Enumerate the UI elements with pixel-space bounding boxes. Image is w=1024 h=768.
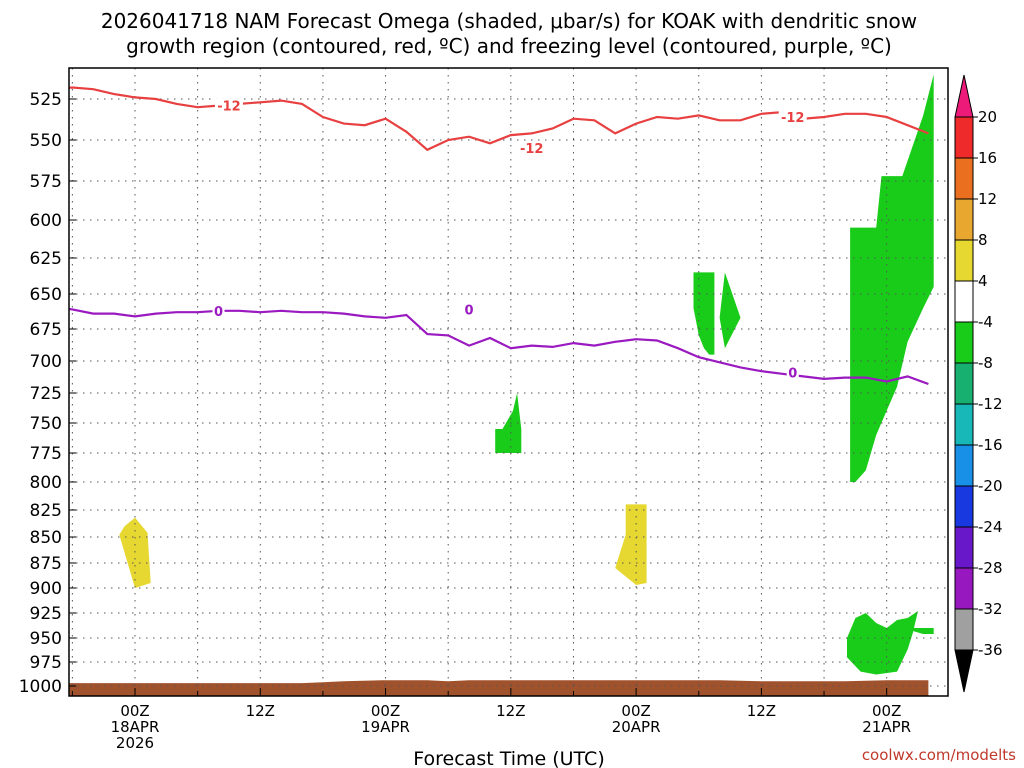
colorbar-segment-5 [954, 280, 974, 323]
x-tick-label-24-line2: 19APR [361, 718, 410, 736]
y-tick-label-600: 600 [30, 211, 62, 231]
colorbar-label-2: 16 [978, 149, 997, 167]
freezing-level-line [69, 307, 929, 386]
chart-title-line1: 2026041718 NAM Forecast Omega (shaded, μ… [101, 9, 917, 33]
colorbar-segment-4 [954, 239, 974, 282]
colorbar-label-14: -36 [978, 641, 1003, 659]
y-tick-label-750: 750 [30, 414, 62, 434]
colorbar: 20 16 12 8 4 -4 -8 -12 -16 -20 -24 -28 -32 -36 [954, 74, 1003, 693]
contour-label-bg-5 [463, 302, 476, 317]
y-tick-label-975: 975 [30, 653, 62, 673]
colorbar-segment-9 [954, 444, 974, 487]
y-tick-label-950: 950 [30, 629, 62, 649]
x-axis-title: Forecast Time (UTC) [413, 748, 604, 768]
colorbar-segment-7 [954, 362, 974, 405]
contour-label-1: -12 [217, 100, 241, 115]
y-tick-label-550: 550 [30, 131, 62, 151]
omega-shaded-region-8 [912, 628, 934, 634]
contour-labels: -12 -12 -12 0 0 0 [212, 98, 807, 382]
y-tick-label-625: 625 [30, 249, 62, 269]
omega-shaded-region-2 [615, 504, 647, 585]
x-tick-label-60-line1: 12Z [747, 702, 776, 720]
omega-shaded-region-7 [847, 611, 918, 675]
y-tick-label-650: 650 [30, 285, 62, 305]
colorbar-label-12: -28 [978, 559, 1003, 577]
omega-shaded-region-1 [119, 517, 151, 588]
site-credit: coolwx.com/modelts [862, 746, 1016, 764]
contour-label-bg-1 [214, 98, 243, 113]
contour-label-3: -12 [781, 111, 805, 126]
colorbar-segment-8 [954, 403, 974, 446]
x-tick-label-72-line1: 00Z [872, 702, 901, 720]
y-tick-label-1000: 1000 [19, 677, 62, 697]
colorbar-label-5: 4 [978, 272, 988, 290]
plot-area [69, 74, 934, 696]
colorbar-label-3: 12 [978, 190, 997, 208]
x-tick-label-36-line1: 12Z [496, 702, 525, 720]
contour-lines [69, 86, 929, 386]
colorbar-label-11: -24 [978, 518, 1003, 536]
colorbar-label-1: 20 [978, 108, 997, 126]
y-tick-label-825: 825 [30, 501, 62, 521]
plot-frame [68, 67, 949, 697]
colorbar-segment-13 [954, 608, 974, 651]
colorbar-label-4: 8 [978, 231, 988, 249]
contour-label-bg-2 [517, 141, 546, 156]
y-tick-label-775: 775 [30, 444, 62, 464]
colorbar-label-8: -12 [978, 395, 1003, 413]
colorbar-label-7: -8 [978, 354, 993, 372]
omega-shaded-region-6 [850, 74, 934, 483]
y-tick-label-575: 575 [30, 172, 62, 192]
colorbar-segment-1 [954, 116, 974, 159]
y-tick-label-900: 900 [30, 579, 62, 599]
colorbar-segment-11 [954, 526, 974, 569]
contour-label-5: 0 [465, 303, 474, 318]
omega-shaded-region-3 [495, 393, 522, 453]
contour-label-bg-3 [778, 110, 807, 125]
y-tick-label-700: 700 [30, 352, 62, 372]
colorbar-segment-3 [954, 198, 974, 241]
omega-shaded-region-5 [719, 272, 741, 349]
x-tick-label-72-line2: 21APR [862, 718, 911, 736]
colorbar-bottom-arrow [954, 649, 974, 693]
colorbar-label-13: -32 [978, 600, 1003, 618]
colorbar-label-9: -16 [978, 436, 1003, 454]
y-tick-label-875: 875 [30, 554, 62, 574]
terrain-surface [69, 680, 929, 696]
contour-label-6: 0 [788, 367, 797, 382]
colorbar-segment-6 [954, 321, 974, 364]
colorbar-segment-10 [954, 485, 974, 528]
colorbar-segment-12 [954, 567, 974, 610]
y-tick-label-675: 675 [30, 320, 62, 340]
y-axis: 525 550 575 600 625 650 675 700 725 750 775 800 825 8… [19, 90, 76, 697]
x-tick-label-0-line3: 2026 [116, 734, 154, 752]
contour-label-2: -12 [520, 142, 544, 157]
y-tick-label-525: 525 [30, 90, 62, 110]
dendritic-isotherm-line [69, 86, 929, 152]
contour-label-bg-4 [212, 303, 225, 318]
y-tick-label-850: 850 [30, 528, 62, 548]
x-tick-label-0-line2: 18APR [111, 718, 160, 736]
colorbar-label-10: -20 [978, 477, 1003, 495]
contour-label-4: 0 [214, 305, 223, 320]
colorbar-segment-2 [954, 157, 974, 200]
colorbar-label-6: -4 [978, 313, 993, 331]
chart-title-line2: growth region (contoured, red, ºC) and f… [126, 34, 892, 58]
y-tick-label-925: 925 [30, 604, 62, 624]
x-tick-label-48-line1: 00Z [621, 702, 650, 720]
y-tick-label-725: 725 [30, 384, 62, 404]
x-tick-label-24-line1: 00Z [371, 702, 400, 720]
contour-label-bg-6 [786, 365, 799, 380]
x-tick-label-48-line2: 20APR [612, 718, 661, 736]
x-tick-label-0-line1: 00Z [120, 702, 149, 720]
y-tick-label-800: 800 [30, 473, 62, 493]
x-tick-label-12-line1: 12Z [246, 702, 275, 720]
